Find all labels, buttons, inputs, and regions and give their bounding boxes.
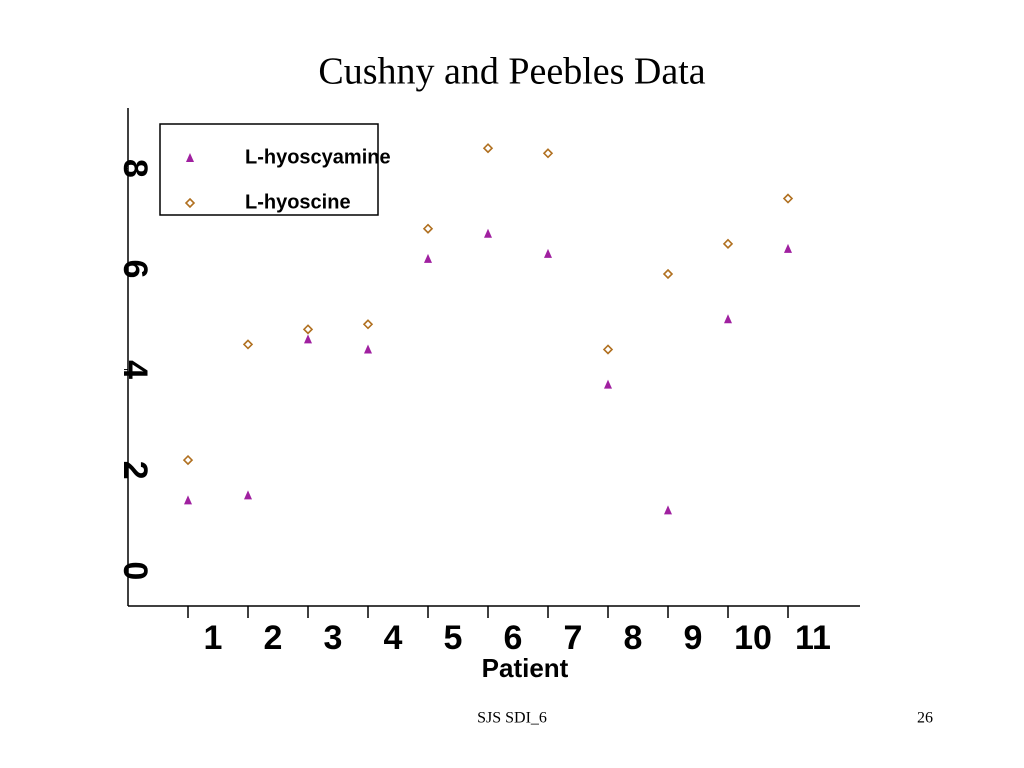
chart-title: Cushny and Peebles Data — [318, 51, 705, 93]
point — [542, 148, 554, 159]
y-tick-label: 0 — [116, 561, 154, 580]
point — [184, 495, 192, 505]
x-tick-label: 10 — [734, 619, 772, 657]
y-tick-label: 8 — [116, 159, 154, 178]
legend-marker — [184, 197, 196, 209]
point — [544, 248, 552, 258]
point — [782, 193, 794, 204]
point — [362, 319, 374, 330]
x-tick-label: 11 — [795, 619, 831, 657]
point — [302, 324, 314, 335]
y-tick-label: 4 — [116, 360, 154, 379]
y-tick-label: 6 — [116, 260, 154, 279]
point — [304, 334, 312, 344]
x-tick-label: 9 — [684, 619, 703, 657]
point — [604, 379, 612, 389]
point — [664, 505, 672, 515]
x-axis-label: Patient — [482, 653, 569, 683]
x-tick-label: 6 — [504, 619, 523, 657]
x-tick-label: 5 — [444, 619, 463, 657]
page-number: 26 — [917, 710, 933, 727]
x-tick-label: 4 — [384, 619, 403, 657]
point — [602, 344, 614, 355]
point — [244, 490, 252, 500]
y-tick-label: 2 — [116, 461, 154, 480]
x-tick-label: 3 — [324, 619, 343, 657]
point — [784, 243, 792, 253]
x-tick-label: 1 — [204, 619, 223, 657]
point — [424, 253, 432, 263]
point — [482, 143, 494, 154]
x-tick-label: 7 — [564, 619, 583, 657]
point — [242, 339, 254, 350]
legend-marker — [186, 153, 194, 162]
point — [364, 344, 372, 354]
point — [182, 454, 194, 466]
point — [422, 223, 434, 234]
legend-label: L-hyoscine — [245, 191, 351, 213]
footer-text: SJS SDI_6 — [477, 710, 547, 727]
point — [662, 268, 674, 280]
x-tick-label: 8 — [624, 619, 643, 657]
point — [724, 314, 732, 324]
legend-box — [159, 123, 379, 216]
point — [484, 228, 492, 238]
legend-label: L-hyoscyamine — [245, 146, 391, 168]
point — [722, 238, 734, 249]
x-tick-label: 2 — [264, 619, 283, 657]
